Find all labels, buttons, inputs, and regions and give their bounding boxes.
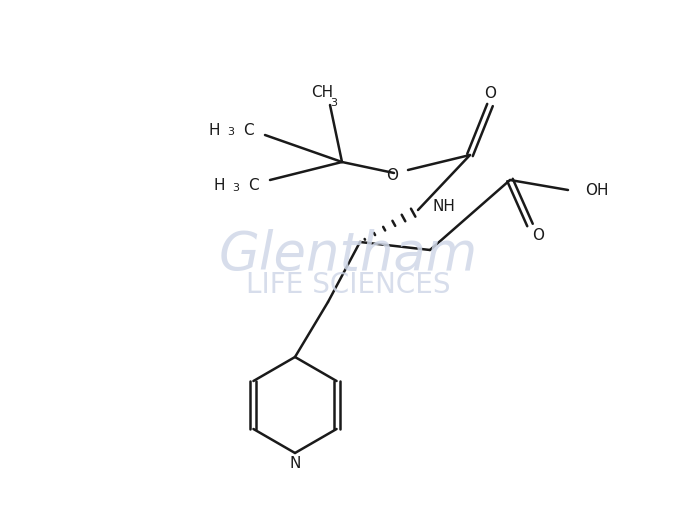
Text: C: C <box>248 177 259 192</box>
Text: 3: 3 <box>330 98 337 108</box>
Text: O: O <box>386 167 398 183</box>
Text: H: H <box>214 177 225 192</box>
Text: NH: NH <box>432 199 455 214</box>
Text: N: N <box>290 456 301 471</box>
Text: H: H <box>209 123 220 137</box>
Text: CH: CH <box>311 85 333 99</box>
Text: OH: OH <box>585 183 608 198</box>
Text: LIFE SCIENCES: LIFE SCIENCES <box>246 271 450 299</box>
Text: C: C <box>243 123 253 137</box>
Text: Glentham: Glentham <box>219 229 477 281</box>
Text: 3: 3 <box>232 183 239 193</box>
Text: 3: 3 <box>227 127 234 137</box>
Text: O: O <box>484 85 496 100</box>
Text: O: O <box>532 228 544 242</box>
